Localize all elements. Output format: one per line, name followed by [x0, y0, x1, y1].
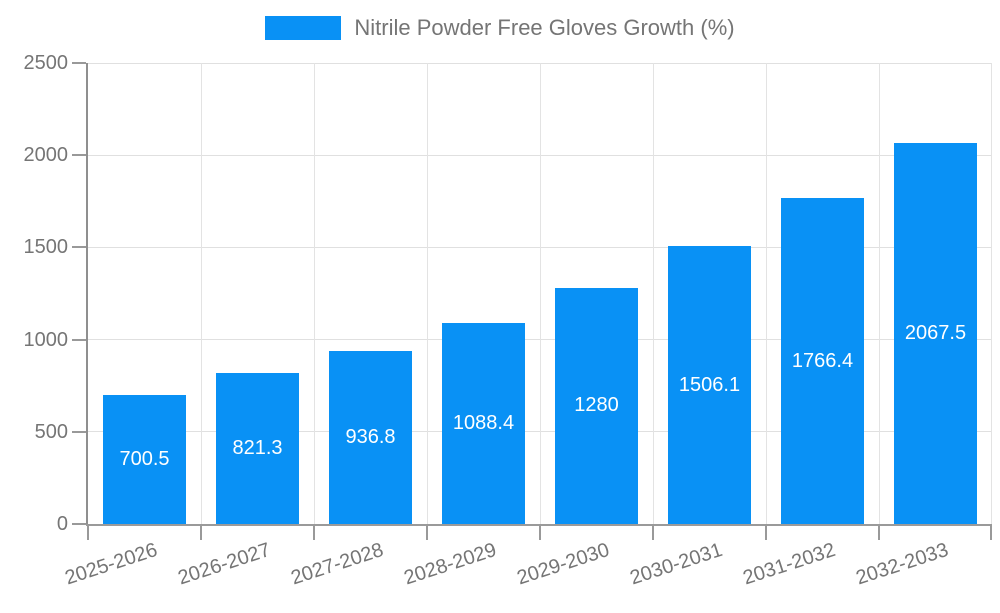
x-axis-tick: [426, 524, 428, 540]
v-gridline: [313, 63, 315, 524]
x-axis-tick: [990, 524, 992, 540]
bar-value-label: 1766.4: [791, 349, 854, 372]
v-gridline: [652, 63, 654, 524]
bar-value-label: 700.5: [119, 447, 170, 470]
x-axis-tick: [539, 524, 541, 540]
bar-value-label: 1506.1: [678, 373, 741, 396]
v-gridline: [765, 63, 767, 524]
y-axis-line: [86, 63, 88, 524]
legend: Nitrile Powder Free Gloves Growth (%): [0, 15, 1000, 41]
y-axis-tick: [72, 62, 86, 64]
bar-chart: Nitrile Powder Free Gloves Growth (%) 0 5…: [0, 15, 1000, 589]
bar: 2067.5: [894, 142, 977, 524]
y-axis-tick-label: 1500: [23, 236, 69, 259]
v-gridline: [426, 63, 428, 524]
x-axis-tick: [765, 524, 767, 540]
bar: 1766.4: [781, 198, 864, 524]
legend-label: Nitrile Powder Free Gloves Growth (%): [354, 15, 735, 40]
bar-value-label: 1088.4: [452, 412, 515, 435]
y-axis-tick-label: 1000: [23, 328, 69, 351]
bar: 1506.1: [668, 246, 751, 524]
y-axis-tick: [72, 338, 86, 341]
x-axis-tick: [652, 524, 654, 540]
y-axis-tick-label: 2500: [23, 52, 69, 74]
legend-swatch: [265, 16, 342, 40]
bar-value-label: 1280: [574, 394, 619, 417]
x-axis-tick: [313, 524, 315, 540]
x-axis-tick: [87, 524, 89, 540]
v-gridline: [990, 63, 992, 524]
bar: 821.3: [216, 372, 299, 524]
y-axis-tick: [72, 430, 86, 433]
y-axis-tick: [72, 154, 86, 157]
y-axis-tick-label: 500: [34, 420, 68, 443]
plot-area: 0 500 1000 1500 2000 2500 700.5 2025-2026 821.3 2…: [24, 52, 992, 589]
y-axis-tick: [72, 246, 86, 249]
x-axis-tick: [200, 524, 202, 540]
v-gridline: [200, 63, 202, 524]
bar-value-label: 2067.5: [904, 321, 967, 344]
bar-value-label: 821.3: [232, 436, 283, 459]
bar: 700.5: [103, 394, 186, 524]
x-axis-tick: [878, 524, 880, 540]
y-axis-tick-label: 2000: [23, 144, 69, 167]
v-gridline: [539, 63, 541, 524]
v-gridline: [878, 63, 880, 524]
bar: 1280: [555, 287, 638, 524]
y-axis-tick-label: 0: [56, 513, 68, 535]
bar-value-label: 936.8: [345, 426, 396, 449]
bar: 936.8: [329, 351, 412, 524]
bar: 1088.4: [442, 323, 525, 524]
y-axis-tick: [72, 523, 86, 525]
